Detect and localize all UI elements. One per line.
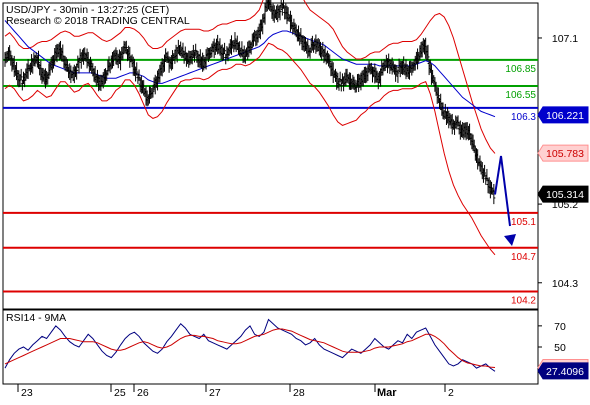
arrow-shaft bbox=[494, 155, 511, 227]
price-bar bbox=[436, 87, 440, 103]
upper-band bbox=[4, 0, 496, 154]
rsi-panel: 70 50 30.613327.4096 RSI14 - 9MA bbox=[2, 309, 589, 385]
price-bar bbox=[193, 51, 197, 63]
level-label: 106.3 bbox=[511, 112, 536, 123]
price-bar bbox=[19, 68, 23, 81]
price-tick-label: 104.3 bbox=[552, 278, 578, 290]
rsi-series bbox=[4, 318, 496, 372]
rsi-tick-label: 50 bbox=[554, 342, 566, 354]
price-bar bbox=[337, 78, 341, 91]
price-bar bbox=[339, 79, 343, 92]
price-bar bbox=[191, 44, 195, 58]
price-value-tags: 106.221 105.783 105.314 bbox=[537, 106, 589, 203]
price-bar bbox=[354, 82, 358, 93]
lower-band bbox=[4, 42, 496, 256]
date-label: 26 bbox=[137, 387, 149, 399]
price-bar bbox=[278, 4, 282, 21]
value-tag-label: 27.4096 bbox=[546, 366, 584, 378]
price-bar bbox=[65, 59, 69, 72]
price-bar bbox=[124, 40, 128, 55]
date-label: 25 bbox=[114, 387, 126, 399]
price-tick-label: 107.1 bbox=[552, 33, 578, 45]
price-bar bbox=[426, 44, 430, 61]
date-label: Mar bbox=[377, 387, 397, 399]
value-tag-label: 105.314 bbox=[546, 189, 584, 201]
price-bar bbox=[121, 46, 125, 61]
chart-header-copyright: Research © 2018 TRADING CENTRAL bbox=[6, 15, 190, 27]
price-bar bbox=[485, 168, 489, 182]
level-label: 106.55 bbox=[505, 90, 536, 101]
value-tag: 105.783 bbox=[537, 144, 589, 162]
price-panel-frame bbox=[2, 2, 539, 310]
rsi-line bbox=[4, 318, 496, 372]
rsi-tick-label: 70 bbox=[554, 321, 566, 333]
rsi-panel-frame bbox=[2, 309, 539, 385]
level-label: 104.7 bbox=[511, 252, 536, 263]
date-label: 28 bbox=[293, 387, 305, 399]
support-resistance-lines: 106.85 106.55 106.3 105.1 104.7 104.2 bbox=[3, 58, 538, 307]
price-bar bbox=[37, 50, 41, 69]
rsi-line bbox=[4, 328, 496, 368]
rsi-title: RSI14 - 9MA bbox=[6, 312, 66, 324]
price-bar bbox=[135, 62, 139, 76]
rsi-value-tags: 30.613327.4096 bbox=[537, 358, 589, 380]
price-bars bbox=[3, 0, 496, 205]
price-bar bbox=[151, 86, 155, 98]
level-label: 106.85 bbox=[505, 64, 536, 75]
chart-header-instrument: USD/JPY - 30min - 13:27:25 (CET) bbox=[6, 4, 169, 16]
date-label: 23 bbox=[21, 387, 33, 399]
date-label: 2 bbox=[448, 387, 454, 399]
price-bar bbox=[233, 32, 237, 50]
price-bar bbox=[282, 0, 286, 9]
value-tag: 105.314 bbox=[537, 185, 589, 203]
price-bar bbox=[279, 0, 283, 9]
price-bar bbox=[483, 164, 487, 177]
rsi-axis-ticks: 70 50 bbox=[538, 321, 566, 354]
price-panel: 106.85 106.55 106.3 105.1 104.7 104.2 107.1 10… bbox=[2, 0, 589, 310]
forecast-arrow-icon bbox=[494, 155, 516, 247]
date-label: 27 bbox=[209, 387, 221, 399]
price-bar bbox=[492, 183, 496, 205]
price-bar bbox=[396, 69, 400, 83]
value-tag-label: 105.783 bbox=[546, 148, 584, 160]
value-tag: 106.221 bbox=[537, 106, 589, 124]
level-label: 105.1 bbox=[511, 217, 536, 228]
value-tag-label: 106.221 bbox=[546, 110, 584, 122]
date-axis: 23 25 26 27 28 Mar 2 bbox=[3, 383, 538, 399]
price-bar bbox=[223, 42, 227, 55]
level-label: 104.2 bbox=[511, 296, 536, 307]
arrow-head bbox=[504, 234, 516, 247]
price-bar bbox=[75, 63, 79, 80]
value-tag: 27.4096 bbox=[537, 362, 589, 380]
